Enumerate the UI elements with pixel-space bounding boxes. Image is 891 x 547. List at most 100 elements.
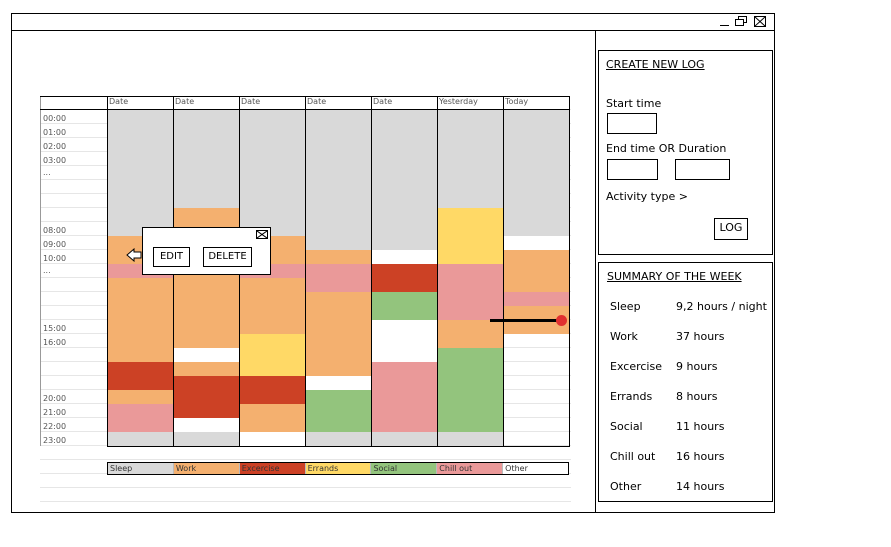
minimize-icon[interactable] — [718, 16, 730, 27]
column-header: Date — [241, 97, 261, 106]
time-label: 02:00 — [43, 142, 67, 151]
activity-block-work[interactable] — [306, 292, 371, 376]
activity-block-other[interactable] — [174, 348, 239, 362]
start-time-input[interactable] — [607, 113, 657, 134]
current-time-line — [490, 319, 562, 322]
activity-block-chill-out[interactable] — [438, 264, 503, 320]
activity-block-social[interactable] — [438, 348, 503, 432]
activity-block-chill-out[interactable] — [372, 362, 437, 432]
activity-block-sleep[interactable] — [240, 110, 305, 236]
activity-block-sleep[interactable] — [174, 432, 239, 446]
column-header: Date — [175, 97, 195, 106]
activity-block-chill-out[interactable] — [504, 292, 569, 306]
legend-social: Social — [371, 463, 438, 474]
summary-activity: Errands — [610, 390, 653, 403]
activity-block-sleep[interactable] — [108, 110, 173, 236]
activity-block-work[interactable] — [504, 250, 569, 292]
activity-block-other[interactable] — [306, 376, 371, 390]
activity-block-excercise[interactable] — [174, 376, 239, 418]
header-divider — [40, 109, 569, 110]
activity-block-errands[interactable] — [240, 334, 305, 376]
activity-block-work[interactable] — [306, 250, 371, 264]
activity-block-excercise[interactable] — [240, 376, 305, 404]
log-button[interactable]: LOG — [714, 218, 748, 240]
activity-block-work[interactable] — [108, 278, 173, 362]
activity-block-work[interactable] — [240, 404, 305, 432]
delete-button[interactable]: DELETE — [203, 247, 252, 267]
summary-value: 8 hours — [676, 390, 718, 403]
column-separator — [371, 96, 372, 447]
column-separator — [569, 96, 570, 447]
activity-block-sleep[interactable] — [504, 110, 569, 236]
column-separator — [305, 96, 306, 447]
current-time-marker[interactable] — [556, 315, 567, 326]
activity-block-other[interactable] — [372, 250, 437, 264]
time-label: 20:00 — [43, 394, 67, 403]
legend-excercise: Excercise — [239, 463, 306, 474]
activity-block-sleep[interactable] — [306, 432, 371, 446]
popup-close-icon[interactable] — [256, 230, 268, 239]
restore-icon[interactable] — [734, 16, 747, 27]
close-icon[interactable] — [754, 16, 766, 27]
activity-block-sleep[interactable] — [174, 110, 239, 208]
activity-block-excercise[interactable] — [372, 264, 437, 292]
grid-bottom-border — [107, 446, 569, 447]
activity-block-work[interactable] — [438, 320, 503, 348]
legend-errands: Errands — [305, 463, 372, 474]
column-header: Date — [373, 97, 393, 106]
activity-block-sleep[interactable] — [438, 432, 503, 446]
time-label: 01:00 — [43, 128, 67, 137]
weekly-calendar: Date Date Date Date Date Yesterday Today… — [40, 96, 571, 502]
activity-block-work[interactable] — [240, 278, 305, 334]
time-label: 22:00 — [43, 422, 67, 431]
create-log-panel: CREATE NEW LOG Start time End time OR Du… — [598, 50, 773, 255]
legend-sleep: Sleep — [108, 463, 174, 474]
activity-block-other[interactable] — [372, 320, 437, 362]
time-label: 09:00 — [43, 240, 67, 249]
column-separator — [503, 96, 504, 447]
activity-block-sleep[interactable] — [306, 110, 371, 250]
time-label: ... — [43, 266, 51, 275]
activity-block-work[interactable] — [174, 264, 239, 348]
app-window: Date Date Date Date Date Yesterday Today… — [11, 13, 775, 513]
create-log-title: CREATE NEW LOG — [606, 58, 705, 71]
activity-legend: Sleep Work Excercise Errands Social Chil… — [107, 462, 569, 475]
activity-block-work[interactable] — [108, 390, 173, 404]
time-label: 23:00 — [43, 436, 67, 445]
duration-input[interactable] — [675, 159, 730, 180]
column-separator — [437, 96, 438, 447]
activity-block-other[interactable] — [174, 418, 239, 432]
legend-chill-out: Chill out — [437, 463, 504, 474]
activity-block-other[interactable] — [504, 236, 569, 250]
summary-activity: Excercise — [610, 360, 662, 373]
time-label: 08:00 — [43, 226, 67, 235]
log-entry-popup: EDIT DELETE — [142, 227, 271, 275]
activity-block-sleep[interactable] — [372, 110, 437, 250]
activity-block-social[interactable] — [372, 292, 437, 320]
activity-block-excercise[interactable] — [108, 362, 173, 390]
legend-work: Work — [173, 463, 240, 474]
column-header: Yesterday — [439, 97, 478, 106]
time-label: 03:00 — [43, 156, 67, 165]
activity-type-selector[interactable]: Activity type > — [606, 190, 688, 203]
grid-border — [40, 96, 41, 446]
activity-block-chill-out[interactable] — [108, 404, 173, 432]
grid-row-line — [40, 501, 571, 502]
activity-block-sleep[interactable] — [108, 432, 173, 446]
activity-block-work[interactable] — [174, 362, 239, 376]
activity-block-other[interactable] — [240, 432, 305, 446]
summary-activity: Chill out — [610, 450, 656, 463]
activity-block-errands[interactable] — [438, 208, 503, 264]
column-header: Date — [307, 97, 327, 106]
column-header: Date — [109, 97, 129, 106]
activity-block-chill-out[interactable] — [306, 264, 371, 292]
activity-block-social[interactable] — [306, 390, 371, 432]
panel-divider — [595, 31, 596, 513]
summary-value: 16 hours — [676, 450, 725, 463]
activity-block-sleep[interactable] — [372, 432, 437, 446]
time-label: 15:00 — [43, 324, 67, 333]
time-label: 21:00 — [43, 408, 67, 417]
end-time-input[interactable] — [607, 159, 658, 180]
activity-block-sleep[interactable] — [438, 110, 503, 208]
edit-button[interactable]: EDIT — [153, 247, 190, 267]
